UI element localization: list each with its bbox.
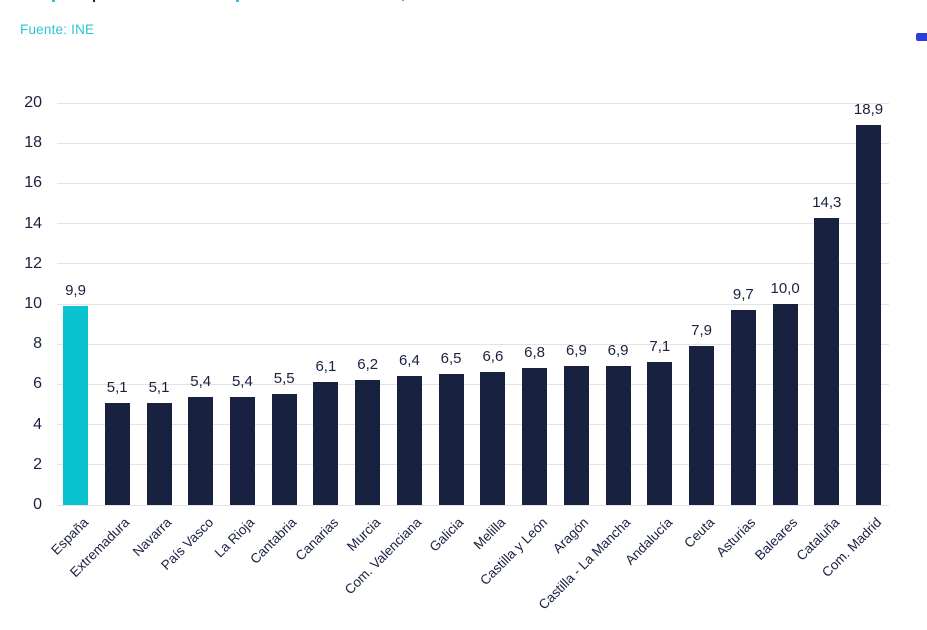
y-tick-label: 10: [24, 295, 42, 312]
bar-value-label: 18,9: [853, 101, 884, 119]
bar-value-label: 9,7: [732, 286, 754, 303]
bar-value-label: 7,1: [649, 338, 671, 356]
y-gridline: [57, 424, 889, 426]
bar-value-label: 6,6: [482, 348, 504, 366]
bar: [689, 346, 715, 505]
bar: [146, 402, 172, 505]
y-tick-label: 14: [24, 214, 42, 232]
y-gridline: [57, 102, 889, 104]
bar: [229, 396, 255, 505]
y-tick-label: 0: [33, 496, 42, 513]
bar-value-label: 5,5: [273, 370, 295, 388]
bar-value-label: 5,4: [231, 372, 253, 390]
bar-value-label: 10,0: [770, 280, 800, 297]
bar-value-label: 5,1: [148, 378, 170, 396]
y-tick-label: 12: [24, 254, 42, 272]
bar: [188, 396, 214, 505]
chart-source-note: Fuente: INE: [20, 22, 95, 37]
bar: [104, 402, 130, 505]
logo-fragment: [916, 33, 927, 41]
y-tick-label: 18: [24, 134, 42, 152]
y-gridline: [57, 303, 889, 305]
bar-value-label: 6,4: [398, 352, 420, 370]
y-tick-label: 16: [24, 174, 42, 192]
bar-value-label: 9,9: [65, 282, 86, 299]
y-tick-label: 4: [33, 415, 42, 433]
bar-value-label: 6,5: [440, 350, 462, 368]
bar-value-label: 6,2: [357, 356, 379, 374]
bar: [730, 310, 756, 505]
bar: [396, 376, 422, 505]
y-gridline: [57, 142, 889, 144]
bar: [355, 380, 381, 505]
bar-value-label: 5,4: [190, 372, 212, 390]
bar: [63, 306, 88, 505]
bar: [438, 374, 464, 506]
y-gridline: [57, 223, 889, 225]
y-gridline: [57, 182, 889, 184]
bar-value-label: 6,1: [315, 358, 337, 376]
y-gridline: [57, 263, 889, 265]
bar-value-label: 6,9: [565, 342, 587, 360]
y-tick-label: 8: [33, 335, 42, 353]
bar: [605, 366, 631, 505]
bar: [271, 394, 297, 505]
bar-value-label: 6,8: [524, 344, 546, 362]
y-gridline: [57, 343, 889, 345]
y-tick-label: 2: [33, 455, 42, 473]
bar: [313, 382, 339, 505]
cropped-text-fragment: [52, 0, 55, 2]
bar: [647, 362, 673, 505]
y-tick-label: 20: [24, 94, 42, 111]
cropped-text-fragment: [402, 0, 404, 1]
bar: [856, 125, 881, 505]
bar-value-label: 5,1: [106, 378, 128, 396]
bar: [814, 217, 840, 505]
y-gridline: [57, 464, 889, 466]
bar-value-label: 6,9: [607, 342, 629, 360]
cropped-text-fragment: [236, 0, 239, 2]
bar-value-label: 14,3: [812, 193, 842, 211]
cropped-text-fragment: [93, 0, 95, 2]
bar: [522, 368, 548, 505]
bar: [563, 366, 589, 505]
y-gridline: [57, 504, 889, 506]
y-gridline: [57, 383, 889, 385]
y-tick-label: 6: [33, 375, 42, 393]
bar: [772, 304, 798, 505]
bar: [480, 372, 506, 505]
bar-value-label: 7,9: [691, 322, 713, 340]
